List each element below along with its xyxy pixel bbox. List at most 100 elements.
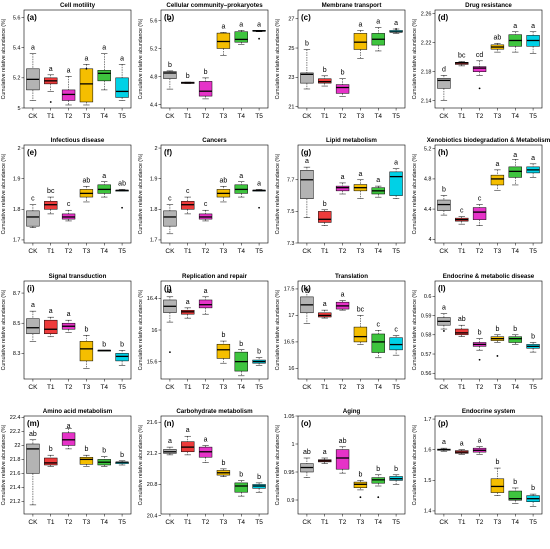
x-tick-label: T1 xyxy=(184,248,192,255)
significance-letter: b xyxy=(221,460,225,467)
y-tick-label: 4.8 xyxy=(424,177,432,183)
significance-letter: a xyxy=(257,21,261,28)
box-T5 xyxy=(115,353,129,362)
x-tick-label: T2 xyxy=(339,113,347,120)
x-tick-label: T3 xyxy=(83,384,91,391)
x-tick-label: CK xyxy=(28,519,38,526)
x-tick-label: T1 xyxy=(184,384,192,391)
x-tick-label: T2 xyxy=(202,248,210,255)
significance-letter: ab xyxy=(220,177,228,184)
significance-letter: b xyxy=(102,341,106,348)
box-T3 xyxy=(490,174,505,186)
panel-title: Carbohydrate metabolism xyxy=(176,408,253,415)
box-T3 xyxy=(490,478,505,493)
x-tick-label: T1 xyxy=(458,519,466,526)
significance-letter: ab xyxy=(303,449,311,456)
outlier-point xyxy=(478,87,481,90)
y-tick-label: 2.22 xyxy=(421,40,432,46)
significance-letter: b xyxy=(221,332,225,339)
significance-letter: a xyxy=(341,292,345,299)
significance-letter: c xyxy=(394,327,398,334)
panel-title: Endocrine system xyxy=(462,408,516,415)
x-tick-label: T2 xyxy=(202,113,210,120)
significance-letter: c xyxy=(31,196,35,203)
panel: Membrane transport (c) 21 23 25 27 Cumulative … xyxy=(275,2,406,120)
significance-letter: ab xyxy=(339,438,347,445)
significance-letter: b xyxy=(84,326,88,333)
significance-letter: a xyxy=(394,20,398,27)
x-tick-label: T2 xyxy=(339,248,347,255)
box-T2 xyxy=(198,299,213,309)
box-T2 xyxy=(335,84,350,94)
x-tick-label: T4 xyxy=(511,248,519,255)
significance-letter: a xyxy=(478,438,482,445)
y-tick-label: 27 xyxy=(288,17,294,23)
x-tick-label: T2 xyxy=(65,519,73,526)
significance-letter: a xyxy=(358,21,362,28)
significance-letter: c xyxy=(186,188,190,195)
x-tick-label: T5 xyxy=(529,113,537,120)
x-tick-label: CK xyxy=(439,113,449,120)
y-tick-label: 7.7 xyxy=(287,178,295,184)
x-tick-label: T4 xyxy=(237,113,245,120)
y-tick-label: 22 xyxy=(14,443,20,449)
y-axis-label: Cumulative relative abundance (%) xyxy=(138,153,144,234)
y-tick-label: 8.3 xyxy=(13,351,21,357)
panel-title: Lipid metabolism xyxy=(326,137,377,144)
panel-title: Cell motility xyxy=(60,2,96,9)
y-tick-label: 22.4 xyxy=(10,415,21,421)
x-tick-label: CK xyxy=(439,248,449,255)
significance-letter: a xyxy=(460,441,464,448)
significance-letter: b xyxy=(305,40,309,47)
y-tick-label: 4 xyxy=(428,237,431,243)
significance-letter: a xyxy=(102,173,106,180)
significance-letter: b xyxy=(495,326,499,333)
significance-letter: a xyxy=(102,45,106,52)
x-tick-label: T2 xyxy=(65,248,73,255)
y-tick-label: 5 xyxy=(17,106,20,112)
significance-letter: b xyxy=(239,472,243,479)
significance-letter: a xyxy=(323,301,327,308)
significance-letter: b xyxy=(513,479,517,486)
significance-letter: b xyxy=(49,446,53,453)
outlier-point xyxy=(395,28,397,30)
significance-letter: c xyxy=(168,17,172,24)
y-tick-label: 25 xyxy=(288,46,294,52)
y-tick-label: 2.18 xyxy=(421,70,432,76)
significance-letter: a xyxy=(376,177,380,184)
y-tick-label: 5.6 xyxy=(13,15,21,21)
panel-letter: (c) xyxy=(301,13,311,22)
box-T1 xyxy=(455,328,469,336)
box-T4 xyxy=(371,333,385,353)
significance-letter: b xyxy=(442,187,446,194)
box-T1 xyxy=(318,78,332,84)
box-T5 xyxy=(389,337,403,351)
panel-letter: (k) xyxy=(301,284,311,293)
outlier-point xyxy=(85,67,88,70)
y-tick-label: 1.9 xyxy=(150,176,158,182)
y-tick-label: 15.6 xyxy=(147,359,158,365)
significance-letter: ab xyxy=(494,34,502,41)
x-tick-label: T2 xyxy=(202,519,210,526)
panel-frame xyxy=(297,415,406,515)
y-axis-label: Cumulative relative abundance (%) xyxy=(138,289,144,370)
panel: Cancers (f) 1.7 1.8 1.9 2 Cumulative relative … xyxy=(138,137,269,255)
panel: Lipid metabolism (g) 7.3 7.5 7.7 Cumulative r… xyxy=(275,137,406,255)
x-tick-label: T4 xyxy=(100,248,108,255)
significance-letter: b xyxy=(257,474,261,481)
panel-frame xyxy=(160,144,269,244)
panel-frame xyxy=(297,280,406,380)
panel-frame xyxy=(297,144,406,244)
x-tick-label: T3 xyxy=(494,519,502,526)
y-tick-label: 16.5 xyxy=(284,340,295,346)
panel-title: Aging xyxy=(343,408,361,415)
significance-letter: b xyxy=(168,62,172,69)
x-tick-label: CK xyxy=(439,384,449,391)
x-tick-label: T1 xyxy=(184,519,192,526)
x-tick-label: T3 xyxy=(220,248,228,255)
x-tick-label: T1 xyxy=(458,248,466,255)
y-tick-label: 7.5 xyxy=(287,209,295,215)
panel-letter: (h) xyxy=(438,148,449,157)
y-tick-label: 1.4 xyxy=(424,509,432,515)
y-tick-label: 1 xyxy=(291,442,294,448)
